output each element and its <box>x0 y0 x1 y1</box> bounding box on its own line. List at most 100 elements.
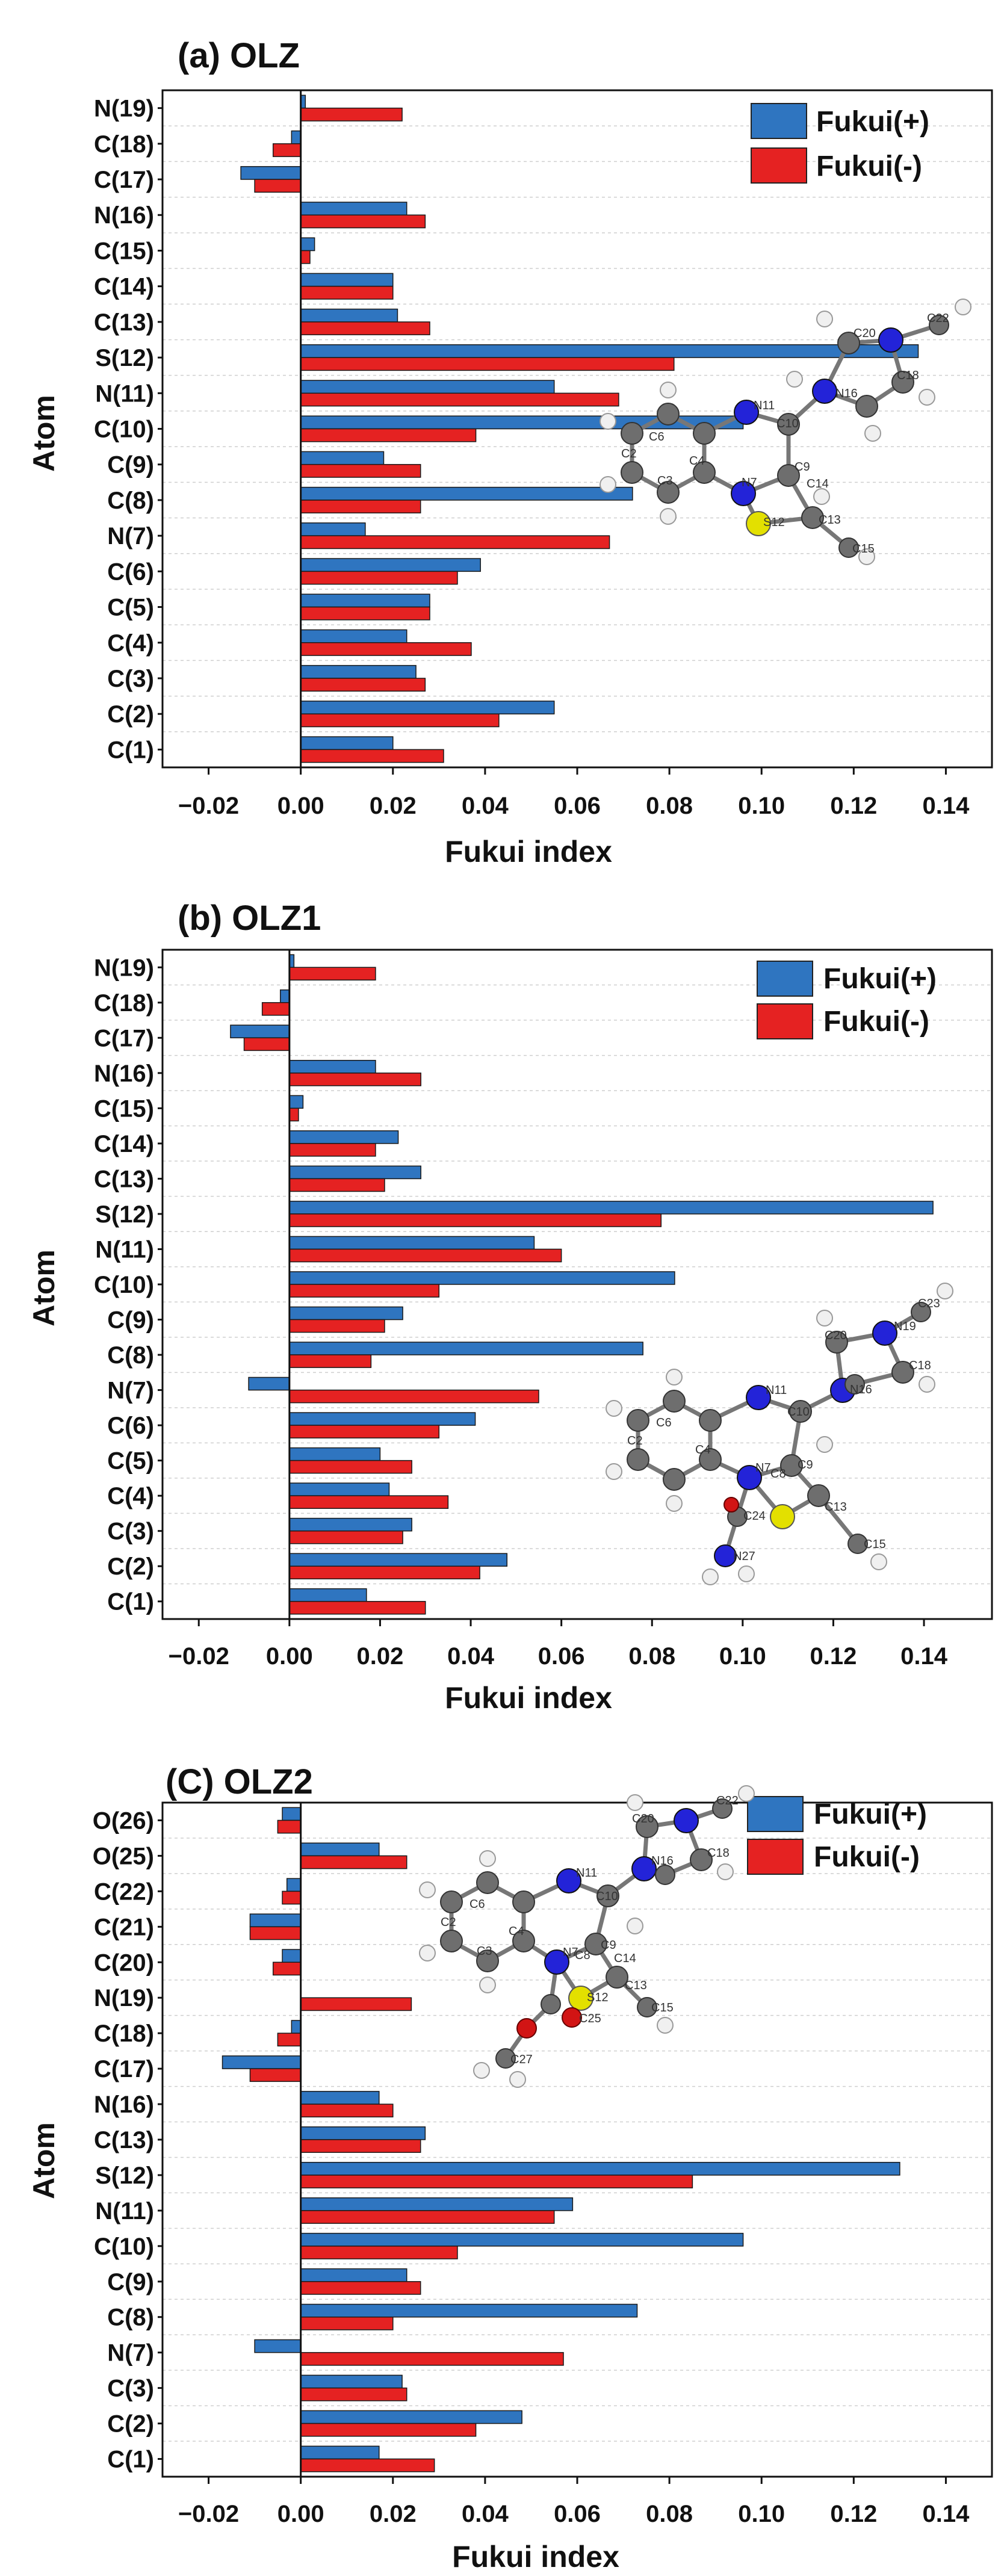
legend-swatch-fukui-minus <box>751 147 807 184</box>
y-tick-label: C(8) <box>107 488 154 514</box>
atom-label: C13 <box>625 1979 647 1992</box>
bar-fukui-minus <box>300 214 426 229</box>
atom-label: C2 <box>441 1916 456 1929</box>
bar-fukui-plus <box>300 451 385 465</box>
atom-label: N7 <box>742 476 757 489</box>
atom-label: C3 <box>657 474 673 488</box>
bar-fukui-minus <box>289 1319 385 1333</box>
atom-label: N16 <box>850 1383 872 1396</box>
y-tick-label: C(18) <box>94 131 154 158</box>
x-tick-label: 0.14 <box>923 793 970 819</box>
y-tick-label: C(6) <box>107 559 154 585</box>
atom-label: C15 <box>651 2001 674 2014</box>
atom-label: C9 <box>601 1939 616 1952</box>
bar-fukui-plus <box>300 701 555 714</box>
atom-label: C22 <box>927 312 949 325</box>
bar-fukui-minus <box>300 321 430 335</box>
atom-label: C13 <box>819 513 841 527</box>
y-tick-label: C(13) <box>94 1166 154 1192</box>
y-tick-label: C(21) <box>94 1914 154 1940</box>
y-tick-label: N(7) <box>107 523 154 550</box>
legend-label-fukui-plus: Fukui(+) <box>823 963 937 995</box>
y-tick-label: C(2) <box>107 1553 154 1580</box>
bar-fukui-minus <box>300 428 477 442</box>
atom-label: C22 <box>716 1794 739 1807</box>
y-tick-label: N(16) <box>94 1060 154 1087</box>
plot-area: N(19) C(18) C(17) N(16) C(15) C(14) C(13) S(12)… <box>94 949 993 1670</box>
x-axis-label: Fukui index <box>445 1681 612 1715</box>
y-tick-label: N(19) <box>94 955 154 981</box>
atom-label: C3 <box>477 1945 492 1958</box>
y-tick-label: C(15) <box>94 1095 154 1122</box>
legend-swatch-fukui-plus <box>747 1796 804 1832</box>
bar-fukui-plus <box>300 273 394 287</box>
bar-fukui-plus <box>254 2339 302 2353</box>
legend: Fukui(+) Fukui(-) <box>747 1796 927 1875</box>
bar-fukui-minus <box>289 1600 426 1615</box>
bar-fukui-minus <box>289 1073 421 1086</box>
bar-fukui-minus <box>277 1819 302 1834</box>
bar-fukui-minus <box>289 1107 299 1122</box>
bar-fukui-minus <box>300 2210 555 2224</box>
bar-fukui-minus <box>300 2387 407 2401</box>
olz-molecule: C6 N11 N16 C22 C20 C18 C10 C2 C3 C4 N7 C… <box>600 299 971 565</box>
legend-label-fukui-plus: Fukui(+) <box>816 106 929 138</box>
y-tick-label: C(15) <box>94 238 154 264</box>
y-tick-label: O(26) <box>93 1807 154 1834</box>
y-tick-label: C(18) <box>94 990 154 1017</box>
y-tick-label: C(4) <box>107 1483 154 1509</box>
bar-fukui-minus <box>289 1495 449 1509</box>
legend-label-fukui-minus: Fukui(-) <box>823 1006 929 1038</box>
x-tick-label: 0.06 <box>538 1643 585 1670</box>
bar-fukui-minus <box>243 1037 290 1051</box>
y-tick-label: C(18) <box>94 2020 154 2047</box>
bar-fukui-plus <box>300 2197 574 2211</box>
atom-label: C6 <box>656 1416 672 1429</box>
atom-label: C27 <box>510 2053 533 2066</box>
x-tick-label: 0.08 <box>646 2501 693 2527</box>
bar-fukui-plus <box>300 522 366 536</box>
x-axis-label: Fukui index <box>452 2540 619 2574</box>
x-tick-label: 0.10 <box>719 1643 766 1670</box>
bar-fukui-minus <box>300 1855 407 1869</box>
bar-fukui-plus <box>300 664 417 679</box>
bar-fukui-minus <box>289 1284 440 1298</box>
x-tick-label: 0.08 <box>628 1643 675 1670</box>
atom-label: S12 <box>763 516 785 529</box>
bar-fukui-minus <box>282 1890 302 1905</box>
bar-fukui-minus <box>254 179 302 193</box>
bar-fukui-plus <box>289 1060 376 1074</box>
y-tick-label: C(8) <box>107 2305 154 2331</box>
y-tick-label: S(12) <box>95 2163 154 2189</box>
y-tick-label: O(25) <box>93 1843 154 1869</box>
bar-fukui-minus <box>300 2246 458 2259</box>
y-tick-label: N(19) <box>94 1985 154 2011</box>
atom-label: C6 <box>649 430 665 444</box>
bar-fukui-minus <box>300 642 472 656</box>
y-tick-label: C(17) <box>94 1025 154 1051</box>
bar-fukui-plus <box>300 2445 380 2460</box>
atom-label: C4 <box>689 454 705 468</box>
bar-fukui-plus <box>300 2161 900 2176</box>
y-tick-label: N(19) <box>94 96 154 122</box>
bar-fukui-plus <box>289 1412 476 1426</box>
bar-fukui-minus <box>289 1425 440 1438</box>
olz2-molecule: C6 N11 N16 C20 C22 C18 C10 C2 C3 C4 N7 C… <box>419 1785 755 2088</box>
x-tick-label: 0.14 <box>900 1643 948 1670</box>
olz1-molecule: C6 N11 C10 C20 C23 N19 C18 N16 C2 C4 N7 … <box>606 1283 953 1585</box>
atom-label: C20 <box>825 1329 847 1342</box>
bar-fukui-minus <box>289 1143 376 1157</box>
bar-fukui-minus <box>300 1997 412 2011</box>
bar-fukui-plus <box>289 1306 403 1321</box>
legend-swatch-fukui-minus <box>747 1839 804 1875</box>
y-tick-label: N(11) <box>95 1236 154 1263</box>
y-tick-label: C(17) <box>94 167 154 193</box>
x-tick-label: 0.00 <box>277 793 324 819</box>
x-tick-label: 0.12 <box>830 793 877 819</box>
y-tick-label: C(13) <box>94 309 154 336</box>
bar-fukui-minus <box>300 500 421 513</box>
bar-fukui-plus <box>300 2410 522 2424</box>
bar-fukui-plus <box>300 558 481 572</box>
bar-fukui-minus <box>277 2033 302 2047</box>
bar-fukui-minus <box>289 1389 539 1404</box>
